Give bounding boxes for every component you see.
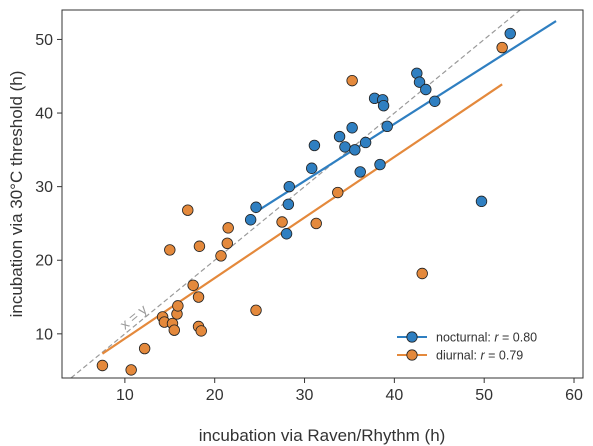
points-layer <box>96 27 516 376</box>
point-diurnal <box>96 359 109 372</box>
x-tick-label: 20 <box>206 387 224 404</box>
point-nocturnal <box>359 136 372 149</box>
point-diurnal <box>496 41 508 54</box>
legend-marker-diurnal <box>406 349 418 361</box>
point-nocturnal <box>280 228 293 240</box>
point-nocturnal <box>420 83 432 96</box>
point-nocturnal <box>429 95 441 107</box>
point-diurnal <box>310 217 322 230</box>
reference-line-x-equals-y <box>70 10 521 378</box>
legend-value-diurnal: = 0.79 <box>485 349 524 363</box>
legend-entry-nocturnal: nocturnal: r = 0.80 <box>436 331 537 345</box>
point-nocturnal <box>475 195 488 208</box>
point-diurnal <box>187 279 199 291</box>
y-tick-label: 10 <box>35 326 53 343</box>
point-diurnal <box>125 364 137 376</box>
point-diurnal <box>168 324 180 336</box>
point-nocturnal <box>381 120 393 132</box>
point-nocturnal <box>346 122 358 134</box>
point-diurnal <box>222 222 234 234</box>
point-diurnal <box>195 325 207 337</box>
plot-frame <box>61 9 584 379</box>
point-diurnal <box>192 291 205 303</box>
legend: nocturnal: r = 0.80 diurnal: r = 0.79 <box>397 331 537 363</box>
y-tick-label: 30 <box>35 179 53 196</box>
legend-r-nocturnal: r <box>494 331 499 345</box>
x-axis-label: incubation via Raven/Rhythm (h) <box>199 426 446 445</box>
point-nocturnal <box>282 198 295 211</box>
point-diurnal <box>215 250 227 262</box>
fit-line-diurnal <box>101 83 503 355</box>
point-diurnal <box>182 204 194 216</box>
x-tick-label: 50 <box>475 387 493 404</box>
point-nocturnal <box>354 166 366 178</box>
point-diurnal <box>276 216 288 228</box>
point-nocturnal <box>377 99 390 112</box>
point-diurnal <box>172 300 184 312</box>
point-diurnal <box>416 267 428 280</box>
x-tick-label: 10 <box>116 387 134 404</box>
point-nocturnal <box>339 141 351 153</box>
point-diurnal <box>193 240 206 252</box>
point-nocturnal <box>504 27 516 40</box>
fit-lines-layer <box>101 20 557 355</box>
legend-r-diurnal: r <box>480 349 485 363</box>
y-tick-label: 20 <box>35 253 53 270</box>
point-nocturnal <box>413 76 426 88</box>
ticks-layer: 10 20 30 40 50 60 10 20 30 40 50 <box>35 32 583 404</box>
point-diurnal <box>250 304 262 316</box>
point-nocturnal <box>244 214 257 226</box>
legend-label-nocturnal: nocturnal: <box>436 331 494 345</box>
x-tick-label: 30 <box>296 387 314 404</box>
point-nocturnal <box>283 180 295 193</box>
point-nocturnal <box>333 130 346 143</box>
reference-line-label: x = y <box>117 301 150 332</box>
point-nocturnal <box>306 162 318 174</box>
legend-marker-nocturnal <box>406 331 418 343</box>
point-diurnal <box>164 244 176 256</box>
legend-entry-diurnal: diurnal: r = 0.79 <box>436 349 523 363</box>
point-nocturnal <box>349 144 361 156</box>
y-tick-label: 40 <box>35 106 53 123</box>
point-nocturnal <box>374 158 386 171</box>
x-tick-label: 40 <box>385 387 403 404</box>
point-diurnal <box>346 74 358 87</box>
point-diurnal <box>138 342 151 355</box>
x-tick-label: 60 <box>565 387 583 404</box>
point-nocturnal <box>250 201 262 213</box>
legend-label-diurnal: diurnal: <box>436 349 480 363</box>
fit-line-nocturnal <box>254 20 557 214</box>
y-axis-label: incubation via 30°C threshold (h) <box>7 71 26 318</box>
reference-line-layer <box>70 10 521 378</box>
legend-value-nocturnal: = 0.80 <box>499 331 538 345</box>
point-diurnal <box>221 237 233 250</box>
y-tick-label: 50 <box>35 32 53 49</box>
point-nocturnal <box>308 139 321 152</box>
point-diurnal <box>332 186 344 199</box>
